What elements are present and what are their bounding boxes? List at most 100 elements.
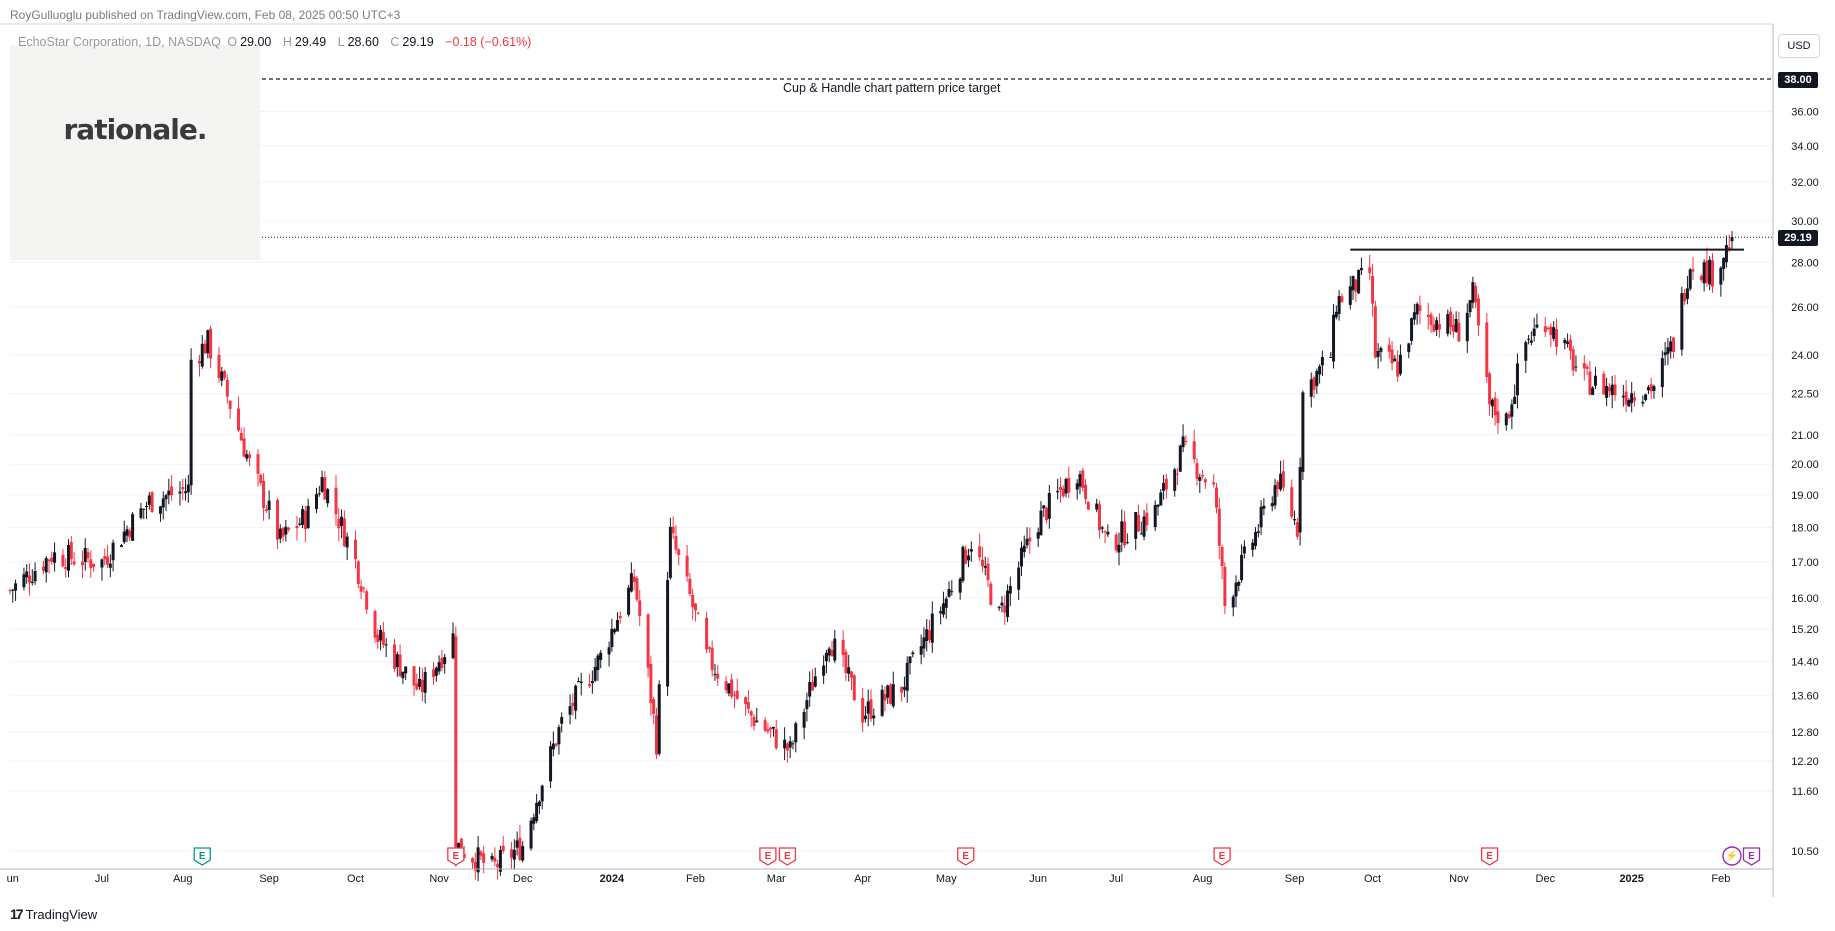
candle-body [1159,492,1163,506]
candle-body [1722,257,1726,269]
candle-body [1184,440,1188,442]
candle-body [944,598,948,608]
candle-body [1663,352,1667,356]
candle-body [1334,311,1338,318]
candle-body [317,493,321,495]
candle-body [354,539,358,560]
candle-body [47,559,51,562]
last-price-badge: 29.19 [1778,230,1818,246]
candle-body [125,529,129,536]
candle-body [223,370,227,378]
candle-body [1515,363,1519,396]
candle-body [1173,469,1177,491]
candle-body [1451,324,1455,332]
flash-event-icon [1722,846,1742,866]
candle-body [1621,395,1625,398]
candle-body [167,490,171,496]
candle-body [376,634,380,643]
candle-body [830,650,834,657]
candle-body [1407,343,1411,353]
candle-body [1301,392,1305,472]
candle-body [69,541,73,560]
candle-body [1510,404,1514,417]
time-tick-label: 2024 [600,873,625,885]
candle-body [100,559,104,568]
candle-body [560,717,564,724]
candle-body [1162,482,1166,491]
candle-body [1215,487,1219,508]
legend-open-label: O [227,35,238,49]
candle-body [1058,486,1062,490]
candle-body [1318,366,1322,375]
candle-body [1136,514,1140,532]
candle-body [108,563,112,568]
price-tick-label: 30.00 [1791,216,1819,228]
candle-body [398,654,402,677]
candle-body [802,711,806,728]
legend-close: 29.19 [402,35,434,49]
tradingview-footer-logo[interactable]: 17 TradingView [10,906,97,922]
legend-symbol[interactable]: EchoStar Corporation, 1D, NASDAQ [18,35,221,49]
candle-body [1418,305,1422,312]
candle-body [1708,259,1712,285]
candle-body [22,574,26,588]
candle-body [1671,337,1675,353]
candle-body [1270,503,1274,507]
candle-body [919,646,923,655]
candle-body [1028,537,1032,542]
candle-body [1432,324,1436,332]
candle-body [1036,532,1040,539]
candle-body [1019,547,1023,567]
candle-body [732,694,736,696]
candle-body [432,669,436,678]
candle-body [150,492,154,513]
candle-body [61,554,65,567]
candle-body [1607,387,1611,392]
candle-body [596,655,600,671]
candle-body [1546,328,1550,330]
candle-body [674,536,678,550]
price-tick-label: 16.00 [1791,593,1819,605]
candle-body [30,581,34,584]
candle-body [1376,351,1380,357]
candle-body [1627,399,1631,407]
price-target-annotation[interactable]: Cup & Handle chart pattern price target [783,81,1001,95]
event-glyph: E [784,851,791,862]
candle-body [362,587,366,589]
candle-body [92,563,96,567]
candle-body [833,638,837,661]
earnings-marker [759,847,777,866]
candle-body [635,578,639,600]
price-tick-label: 11.60 [1792,786,1819,798]
candle-body [418,678,422,687]
candle-body [1181,436,1185,448]
candle-body [735,690,739,699]
candle-body [980,559,984,567]
candle-body [629,573,633,592]
candle-body [632,576,636,582]
earnings-marker [447,847,465,866]
candle-body [727,683,731,694]
time-tick-label: May [936,873,957,885]
candle-body [337,518,341,529]
candle-body [532,817,536,824]
candle-body [769,727,773,730]
candle-body [395,654,399,668]
currency-button[interactable]: USD [1778,34,1820,58]
candle-body [813,676,817,687]
candle-body [1357,270,1361,294]
symbol-legend: EchoStar Corporation, 1D, NASDAQ O 29.00 … [18,35,539,49]
candle-body [902,687,906,690]
candle-body [1262,505,1266,509]
candle-body [766,729,770,732]
candle-body [1371,276,1375,304]
candle-body [1602,373,1606,395]
candle-body [1449,311,1453,328]
candle-body [1242,546,1246,554]
candle-body [1042,505,1046,509]
candle-body [1237,581,1241,586]
candle-body [320,477,324,492]
candle-body [64,567,68,570]
candle-body [774,729,778,749]
